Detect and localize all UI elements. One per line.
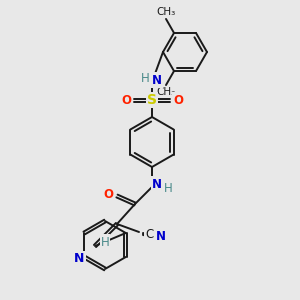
Text: N: N [156, 230, 166, 244]
Text: S: S [147, 93, 157, 107]
Text: H: H [164, 182, 172, 194]
Text: N: N [74, 253, 84, 266]
Text: N: N [152, 74, 162, 86]
Text: C: C [145, 227, 153, 241]
Text: CH₃: CH₃ [156, 87, 176, 97]
Text: H: H [100, 236, 109, 248]
Text: H: H [141, 71, 149, 85]
Text: O: O [103, 188, 113, 200]
Text: CH₃: CH₃ [156, 7, 176, 17]
Text: O: O [173, 94, 183, 106]
Text: N: N [152, 178, 162, 190]
Text: O: O [121, 94, 131, 106]
